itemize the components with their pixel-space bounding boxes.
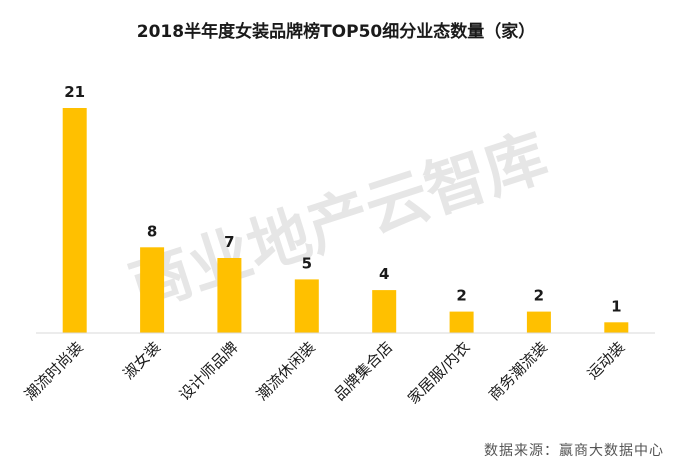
data-label-8: 1	[611, 297, 621, 315]
bar-3	[217, 258, 242, 333]
data-label-1: 21	[64, 83, 85, 101]
bar-5	[372, 290, 397, 333]
category-label-3: 设计师品牌	[176, 338, 242, 404]
chart-title: 2018半年度女装品牌榜TOP50细分业态数量（家）	[137, 21, 535, 42]
category-label-8: 运动装	[584, 338, 629, 383]
data-label-2: 8	[147, 222, 157, 240]
bar-7	[526, 311, 551, 333]
bar-4	[294, 279, 319, 333]
bar-6	[449, 311, 474, 333]
category-label-4: 潮流休闲装	[253, 338, 319, 404]
category-label-6: 家居服/内衣	[404, 338, 473, 407]
bar-2	[140, 247, 165, 333]
category-label-5: 品牌集合店	[330, 338, 396, 404]
category-label-7: 商务潮流装	[485, 338, 551, 404]
bar-1	[62, 108, 87, 333]
data-label-3: 7	[224, 233, 234, 251]
data-label-4: 5	[302, 254, 312, 272]
category-label-2: 淑女装	[120, 338, 165, 383]
data-label-6: 2	[456, 287, 466, 305]
category-label-1: 潮流时尚装	[21, 338, 87, 404]
bar-8	[604, 322, 629, 333]
watermark-text: 商业地产云智库	[121, 120, 556, 324]
data-label-5: 4	[379, 265, 389, 283]
category-labels-layer: 潮流时尚装 淑女装 设计师品牌 潮流休闲装 品牌集合店 家居服/内衣 商务潮流装 运动装	[21, 338, 628, 407]
data-label-7: 2	[534, 287, 544, 305]
source-note: 数据来源：赢商大数据中心	[484, 442, 664, 459]
